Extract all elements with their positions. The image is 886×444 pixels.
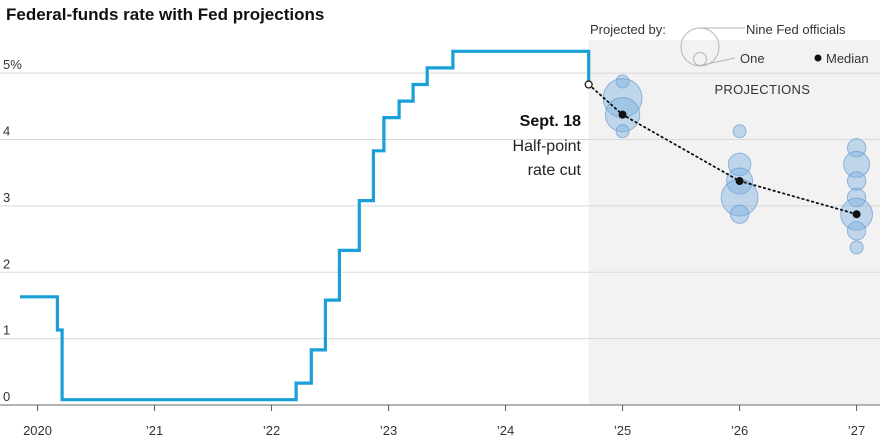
- projection-bubble-2027-5: [846, 221, 867, 241]
- projection-bubble-2027-6: [849, 240, 864, 255]
- legend-median-dot: [814, 54, 822, 62]
- projections-label: PROJECTIONS: [714, 82, 810, 97]
- median-dotted-line: [587, 83, 858, 216]
- x-tick-label-4: ’24: [497, 423, 514, 438]
- y-tick-label-3: 3: [3, 190, 10, 205]
- median-layer: [584, 80, 861, 219]
- x-tick-label-6: ’26: [731, 423, 748, 438]
- gridlines: [0, 72, 880, 406]
- y-tick-label-4: 4: [3, 124, 10, 139]
- x-tick-label-1: ’21: [146, 423, 163, 438]
- legend-heading: Projected by:: [590, 22, 666, 37]
- x-axis: 2020 ’21 ’22 ’23 ’24 ’25 ’26 ’27: [23, 405, 865, 438]
- y-axis-tick-labels: 0 1 2 3 4 5%: [3, 57, 22, 404]
- annotation-line-2: rate cut: [528, 162, 582, 179]
- projection-bubble-2025-3: [615, 124, 630, 139]
- projection-bubble-2027-3: [846, 187, 867, 208]
- projection-bubble-2027-2: [846, 171, 867, 191]
- annotation-title: Sept. 18: [520, 113, 581, 130]
- x-tick-label-2: ’22: [263, 423, 280, 438]
- projection-bubble-2026-0: [732, 124, 747, 139]
- projection-bubble-2026-1: [727, 152, 752, 177]
- x-tick-label-3: ’23: [380, 423, 397, 438]
- x-tick-label-5: ’25: [614, 423, 631, 438]
- projection-bubble-2026-4: [729, 204, 750, 224]
- legend-one-leader: [699, 57, 736, 66]
- legend-one-label: One: [740, 51, 765, 66]
- legend-nine-label: Nine Fed officials: [746, 22, 846, 37]
- projection-bubble-2025-0: [615, 74, 630, 89]
- y-tick-label-2: 2: [3, 256, 10, 271]
- x-tick-label-0: 2020: [23, 423, 52, 438]
- chart-title: Federal-funds rate with Fed projections: [6, 5, 324, 24]
- x-tick-label-7: ’27: [848, 423, 865, 438]
- annotation-line-1: Half-point: [513, 138, 582, 155]
- median-dot-2: [735, 177, 744, 186]
- y-tick-label-0: 0: [3, 389, 10, 404]
- fed-funds-rate-line: [20, 49, 591, 402]
- projection-region-shade: [588, 40, 880, 405]
- legend-median-label: Median: [826, 51, 869, 66]
- y-tick-label-1: 1: [3, 323, 10, 338]
- series-layer: [20, 49, 591, 402]
- sept-18-point: [584, 80, 593, 89]
- y-tick-label-5: 5%: [3, 57, 22, 72]
- annotation: Sept. 18 Half-point rate cut: [513, 113, 582, 179]
- median-dot-3: [852, 210, 861, 219]
- projection-bubble-2027-1: [843, 150, 871, 178]
- legend: Projected by: Nine Fed officials One Med…: [590, 22, 869, 67]
- median-dot-1: [618, 110, 627, 119]
